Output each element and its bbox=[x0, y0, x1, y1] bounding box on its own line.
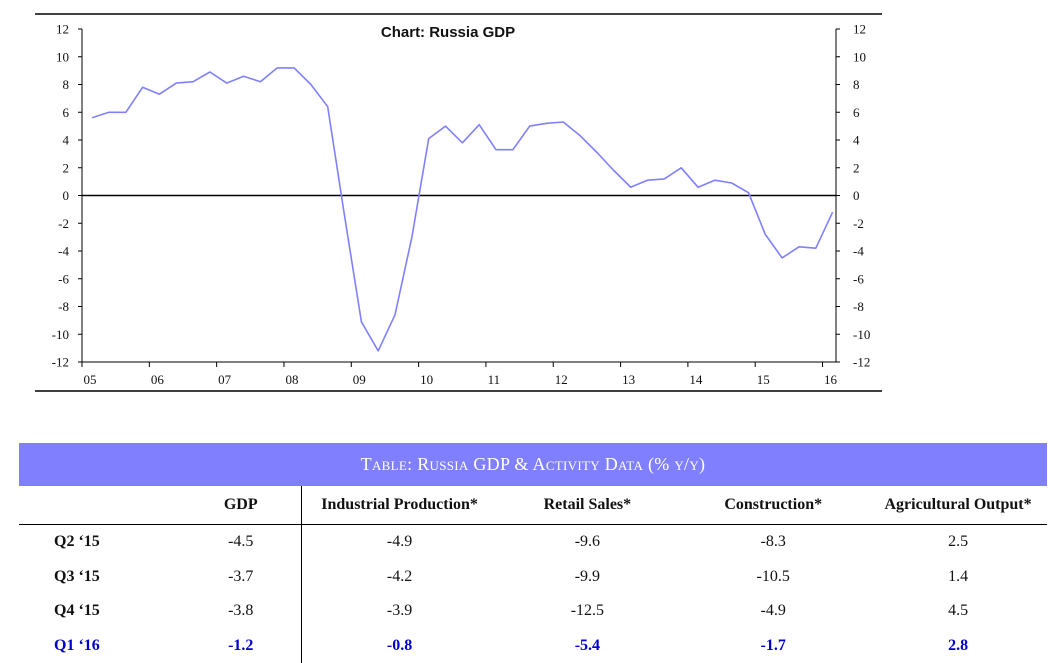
row-label: Q1 ‘16 bbox=[19, 629, 181, 663]
activity-table: Table: Russia GDP & Activity Data (% y/y… bbox=[19, 443, 1047, 663]
cell-industrial-production: -0.8 bbox=[301, 629, 497, 663]
x-tick-label: 09 bbox=[353, 372, 366, 387]
header-construction: Construction* bbox=[677, 486, 869, 525]
y-tick-label-right: -8 bbox=[853, 299, 864, 314]
y-tick-label-left: -10 bbox=[52, 327, 69, 342]
cell-retail-sales: -5.4 bbox=[498, 629, 678, 663]
cell-gdp: -1.2 bbox=[181, 629, 301, 663]
x-tick-label: 05 bbox=[84, 372, 97, 387]
chart-title: Chart: Russia GDP bbox=[381, 24, 515, 41]
russia-gdp-chart: 12 12 10 10 8 8 6 6 4 4 2 2 0 0 -2 -2 -4 -4 -6 -6 -8 -8 -10 -10… bbox=[0, 0, 1048, 400]
row-label: Q2 ‘15 bbox=[19, 525, 181, 560]
y-tick-label-right: -4 bbox=[853, 244, 864, 259]
cell-gdp: -3.7 bbox=[181, 560, 301, 595]
row-label: Q3 ‘15 bbox=[19, 560, 181, 595]
y-tick-label-left: 0 bbox=[63, 188, 70, 203]
x-tick-label: 13 bbox=[622, 372, 635, 387]
header-retail-sales: Retail Sales* bbox=[498, 486, 678, 525]
y-tick-label-right: 8 bbox=[853, 77, 860, 92]
cell-gdp: -3.8 bbox=[181, 594, 301, 629]
y-tick-label-left: 8 bbox=[63, 77, 70, 92]
x-tick-label: 15 bbox=[757, 372, 770, 387]
gdp-series-line bbox=[92, 68, 833, 351]
x-tick-label: 10 bbox=[420, 372, 433, 387]
x-tick-label: 07 bbox=[218, 372, 232, 387]
y-tick-label-right: 2 bbox=[853, 160, 860, 175]
cell-industrial-production: -4.2 bbox=[301, 560, 497, 595]
cell-industrial-production: -4.9 bbox=[301, 525, 497, 560]
table-row: Q3 ‘15 -3.7 -4.2 -9.9 -10.5 1.4 bbox=[19, 560, 1047, 595]
cell-construction: -10.5 bbox=[677, 560, 869, 595]
cell-retail-sales: -9.6 bbox=[498, 525, 678, 560]
y-tick-label-left: 4 bbox=[63, 133, 70, 148]
cell-construction: -4.9 bbox=[677, 594, 869, 629]
y-tick-label-left: -2 bbox=[58, 216, 69, 231]
cell-retail-sales: -12.5 bbox=[498, 594, 678, 629]
table-row: Q2 ‘15 -4.5 -4.9 -9.6 -8.3 2.5 bbox=[19, 525, 1047, 560]
header-industrial-production: Industrial Production* bbox=[301, 486, 497, 525]
y-tick-label-right: -6 bbox=[853, 271, 864, 286]
y-tick-label-right: -10 bbox=[853, 327, 870, 342]
cell-gdp: -4.5 bbox=[181, 525, 301, 560]
header-gdp: GDP bbox=[181, 486, 301, 525]
y-tick-label-right: 4 bbox=[853, 133, 860, 148]
table-title: Table: Russia GDP & Activity Data (% y/y… bbox=[19, 443, 1047, 486]
y-tick-label-left: 12 bbox=[56, 22, 69, 37]
header-blank bbox=[19, 486, 181, 525]
y-tick-label-right: 6 bbox=[853, 105, 860, 120]
table-row-latest: Q1 ‘16 -1.2 -0.8 -5.4 -1.7 2.8 bbox=[19, 629, 1047, 663]
cell-retail-sales: -9.9 bbox=[498, 560, 678, 595]
cell-agricultural-output: 1.4 bbox=[869, 560, 1047, 595]
y-tick-label-right: -12 bbox=[853, 355, 870, 370]
table-row: Q4 ‘15 -3.8 -3.9 -12.5 -4.9 4.5 bbox=[19, 594, 1047, 629]
y-tick-label-right: 10 bbox=[853, 49, 866, 64]
row-label: Q4 ‘15 bbox=[19, 594, 181, 629]
cell-agricultural-output: 2.5 bbox=[869, 525, 1047, 560]
cell-agricultural-output: 4.5 bbox=[869, 594, 1047, 629]
x-tick-label: 16 bbox=[824, 372, 838, 387]
x-tick-label: 14 bbox=[689, 372, 703, 387]
x-tick-label: 12 bbox=[555, 372, 568, 387]
y-tick-label-right: -2 bbox=[853, 216, 864, 231]
y-tick-label-left: -6 bbox=[58, 271, 69, 286]
y-tick-label-right: 0 bbox=[853, 188, 860, 203]
y-tick-label-left: 6 bbox=[63, 105, 70, 120]
header-agricultural-output: Agricultural Output* bbox=[869, 486, 1047, 525]
y-tick-label-right: 12 bbox=[853, 22, 866, 37]
x-tick-label: 06 bbox=[151, 372, 165, 387]
y-tick-label-left: 10 bbox=[56, 49, 69, 64]
y-tick-label-left: -4 bbox=[58, 244, 69, 259]
x-tick-label: 08 bbox=[285, 372, 298, 387]
cell-construction: -1.7 bbox=[677, 629, 869, 663]
x-tick-label: 11 bbox=[488, 372, 501, 387]
y-tick-label-left: 2 bbox=[63, 160, 70, 175]
y-tick-label-left: -8 bbox=[58, 299, 69, 314]
data-table: GDP Industrial Production* Retail Sales*… bbox=[19, 486, 1047, 663]
cell-agricultural-output: 2.8 bbox=[869, 629, 1047, 663]
header-row: GDP Industrial Production* Retail Sales*… bbox=[19, 486, 1047, 525]
cell-construction: -8.3 bbox=[677, 525, 869, 560]
y-tick-label-left: -12 bbox=[52, 355, 69, 370]
cell-industrial-production: -3.9 bbox=[301, 594, 497, 629]
